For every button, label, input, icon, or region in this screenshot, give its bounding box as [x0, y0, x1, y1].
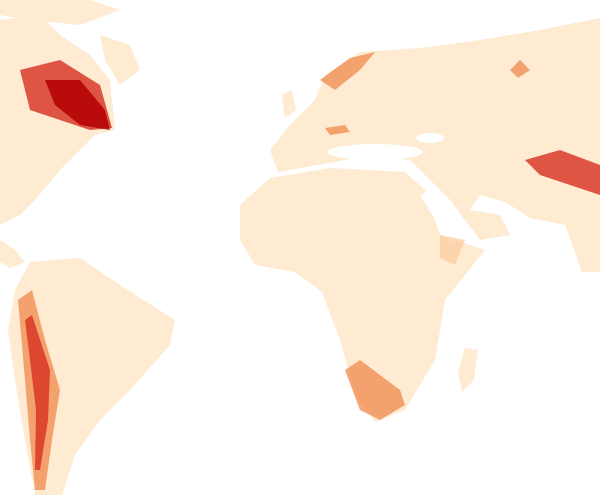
black-sea: [416, 133, 444, 143]
hotspot-andes-core: [25, 315, 50, 470]
hotspot-alps: [325, 125, 350, 135]
hotspot-south-africa: [345, 360, 405, 420]
hotspot-siberia-ridge: [510, 60, 530, 78]
madagascar: [458, 348, 478, 392]
hotspot-himalaya: [525, 150, 600, 195]
british-isles: [282, 90, 296, 118]
arctic-islands: [0, 0, 120, 25]
hotspot-ethiopia: [440, 235, 465, 265]
hotspots: [18, 52, 600, 490]
africa: [240, 168, 485, 422]
north-america: [0, 15, 115, 225]
red-sea: [420, 192, 455, 244]
hotspot-labrador-core: [45, 80, 110, 130]
hotspot-scandinavia: [320, 52, 375, 90]
greenland-fragment: [100, 35, 140, 85]
central-america: [0, 240, 25, 268]
mediterranean-sea: [327, 144, 423, 160]
eurasia: [270, 18, 600, 272]
